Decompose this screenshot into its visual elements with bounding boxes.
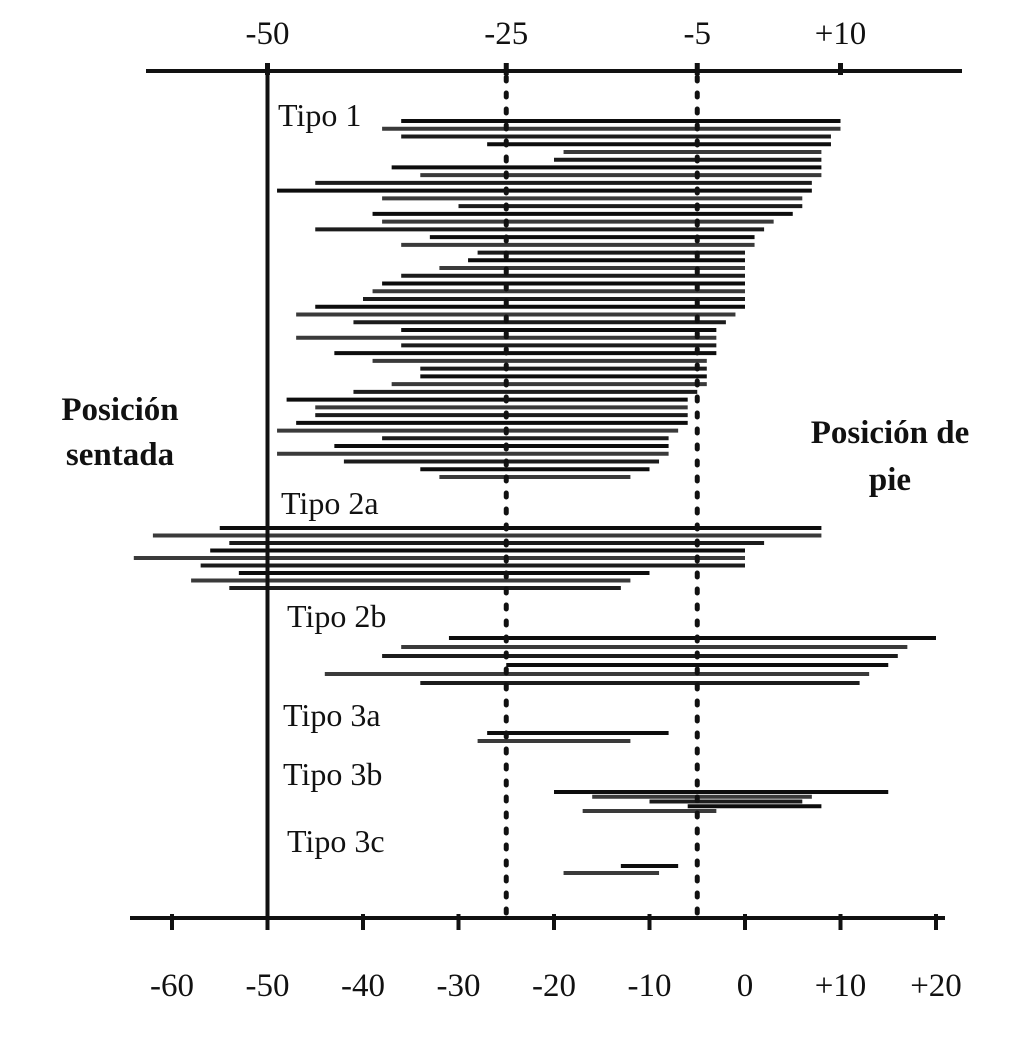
bottom-tick-label: -40 xyxy=(341,968,385,1004)
bottom-tick-label: +10 xyxy=(815,968,867,1004)
bottom-tick-label: -50 xyxy=(246,968,290,1004)
top-tick-label: -50 xyxy=(246,16,290,52)
labels-layer: -50 -25 -5 +10 -60 -50 -40 -30 -20 -10 0 +10 +20 Tipo… xyxy=(61,16,969,1004)
annotation-right: pie xyxy=(869,462,911,498)
reference-lines xyxy=(265,63,700,928)
group-label: Tipo 3c xyxy=(287,823,385,859)
axes-layer xyxy=(130,63,962,930)
annotation-left: sentada xyxy=(66,437,174,473)
group-label: Tipo 2a xyxy=(281,485,379,521)
bottom-tick-label: -30 xyxy=(437,968,481,1004)
bottom-tick-label: 0 xyxy=(737,968,754,1004)
group-label: Tipo 1 xyxy=(278,97,361,133)
group-label: Tipo 2b xyxy=(287,598,386,634)
annotation-right: Posición de xyxy=(811,415,970,451)
top-tick-label: -25 xyxy=(484,16,528,52)
bottom-tick-label: -20 xyxy=(532,968,576,1004)
annotation-left: Posición xyxy=(61,392,178,428)
bars-layer xyxy=(133,119,936,875)
group-label: Tipo 3b xyxy=(283,756,382,792)
bottom-tick-label: -10 xyxy=(628,968,672,1004)
group-label: Tipo 3a xyxy=(283,697,381,733)
top-tick-label: -5 xyxy=(684,16,712,52)
top-tick-label: +10 xyxy=(815,16,867,52)
bottom-tick-label: -60 xyxy=(150,968,194,1004)
bottom-tick-label: +20 xyxy=(910,968,962,1004)
